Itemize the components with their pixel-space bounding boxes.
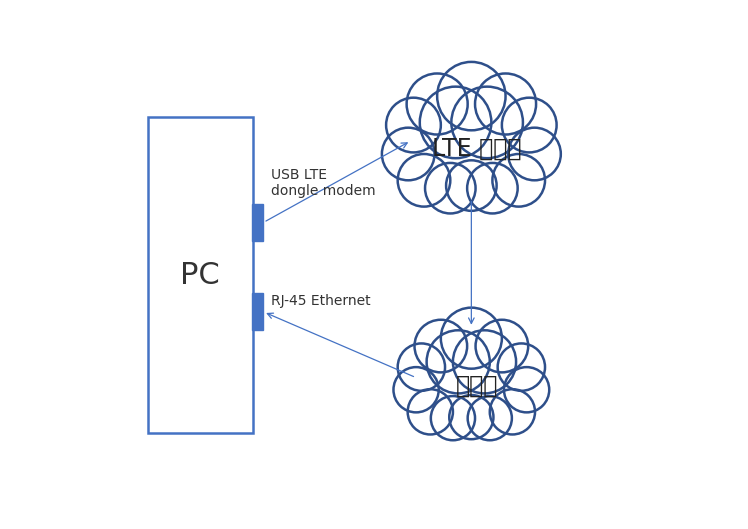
Text: PC: PC (180, 260, 220, 289)
Text: LTE 무선망: LTE 무선망 (432, 136, 521, 161)
Bar (252, 204, 263, 241)
Bar (252, 294, 263, 330)
Text: 유선망: 유선망 (456, 373, 498, 397)
Text: USB LTE
dongle modem: USB LTE dongle modem (272, 168, 376, 198)
Bar (147, 117, 253, 433)
Text: RJ-45 Ethernet: RJ-45 Ethernet (272, 294, 371, 308)
